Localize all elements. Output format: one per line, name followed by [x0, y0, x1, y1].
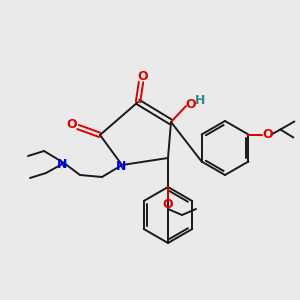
Text: O: O — [138, 70, 148, 83]
Text: O: O — [67, 118, 77, 130]
Text: H: H — [195, 94, 205, 107]
Text: O: O — [262, 128, 273, 141]
Text: N: N — [116, 160, 126, 172]
Text: O: O — [163, 199, 173, 212]
Text: N: N — [57, 158, 67, 170]
Text: O: O — [186, 98, 196, 112]
